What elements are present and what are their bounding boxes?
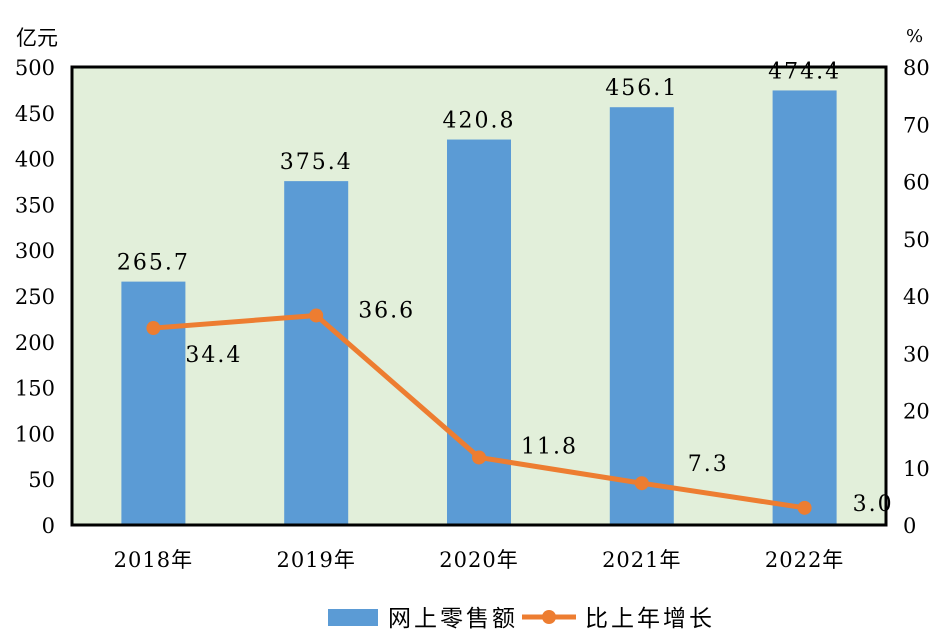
category-label: 2019年 — [276, 548, 355, 572]
line-marker — [634, 476, 649, 491]
left-tick-label: 150 — [15, 377, 55, 401]
bar — [447, 139, 511, 526]
right-tick-label: 70 — [903, 113, 930, 137]
line-data-labels: 34.4 36.6 11.8 7.3 3.0 — [185, 298, 894, 517]
legend: 网上零售额 比上年增长 — [328, 606, 715, 632]
left-tick-label: 100 — [15, 422, 55, 446]
legend-item-line: 比上年增长 — [522, 606, 715, 632]
left-tick-label: 50 — [28, 468, 55, 492]
left-tick-label: 0 — [42, 514, 55, 538]
line-marker — [309, 308, 324, 323]
line-value-label: 34.4 — [185, 343, 242, 368]
legend-line-marker — [542, 610, 556, 624]
right-axis-ticks: 0 10 20 30 40 50 60 70 80 — [903, 56, 930, 538]
bar-value-label: 265.7 — [117, 251, 190, 276]
category-label: 2020年 — [439, 548, 518, 572]
left-tick-label: 250 — [15, 285, 55, 309]
bar-series — [121, 90, 837, 526]
left-tick-label: 200 — [15, 331, 55, 355]
bar — [609, 107, 674, 525]
bar — [284, 181, 349, 525]
left-tick-label: 450 — [15, 102, 55, 126]
legend-bar-label: 网上零售额 — [388, 606, 518, 632]
right-tick-label: 30 — [903, 342, 930, 366]
right-tick-label: 0 — [903, 514, 916, 538]
left-tick-label: 300 — [15, 239, 55, 263]
right-tick-label: 10 — [903, 457, 930, 481]
line-value-label: 7.3 — [688, 452, 729, 477]
bar-value-label: 474.4 — [768, 59, 841, 84]
line-series — [146, 308, 812, 515]
right-tick-label: 20 — [903, 400, 930, 424]
line-value-label: 11.8 — [521, 434, 578, 459]
line-marker — [797, 500, 812, 515]
bar-value-label: 375.4 — [280, 150, 353, 175]
left-axis-unit: 亿元 — [16, 26, 58, 50]
category-label: 2022年 — [765, 548, 844, 572]
legend-bar-swatch — [328, 609, 378, 626]
left-tick-label: 400 — [15, 148, 55, 172]
right-tick-label: 50 — [903, 228, 930, 252]
left-tick-label: 350 — [15, 193, 55, 217]
category-label: 2021年 — [602, 548, 681, 572]
right-tick-label: 60 — [903, 171, 930, 195]
bar — [772, 90, 837, 526]
right-tick-label: 80 — [903, 56, 930, 80]
category-axis-labels: 2018年 2019年 2020年 2021年 2022年 — [114, 548, 844, 572]
left-axis-ticks: 0 50 100 150 200 250 300 350 400 450 500 — [15, 56, 55, 538]
right-tick-label: 40 — [903, 285, 930, 309]
line-value-label: 3.0 — [853, 492, 894, 517]
bar — [121, 281, 186, 525]
legend-item-bar: 网上零售额 — [328, 606, 518, 632]
legend-line-label: 比上年增长 — [585, 606, 715, 632]
line-marker — [146, 321, 161, 336]
right-axis-unit: % — [906, 26, 923, 47]
plot-frame — [70, 65, 888, 527]
line-value-label: 36.6 — [358, 298, 415, 323]
bar-data-labels: 265.7 375.4 420.8 456.1 474.4 — [117, 59, 841, 276]
left-tick-label: 500 — [15, 56, 55, 80]
bar-value-label: 456.1 — [605, 76, 678, 101]
bar-value-label: 420.8 — [443, 109, 516, 134]
category-label: 2018年 — [114, 548, 193, 572]
line-marker — [472, 450, 486, 465]
